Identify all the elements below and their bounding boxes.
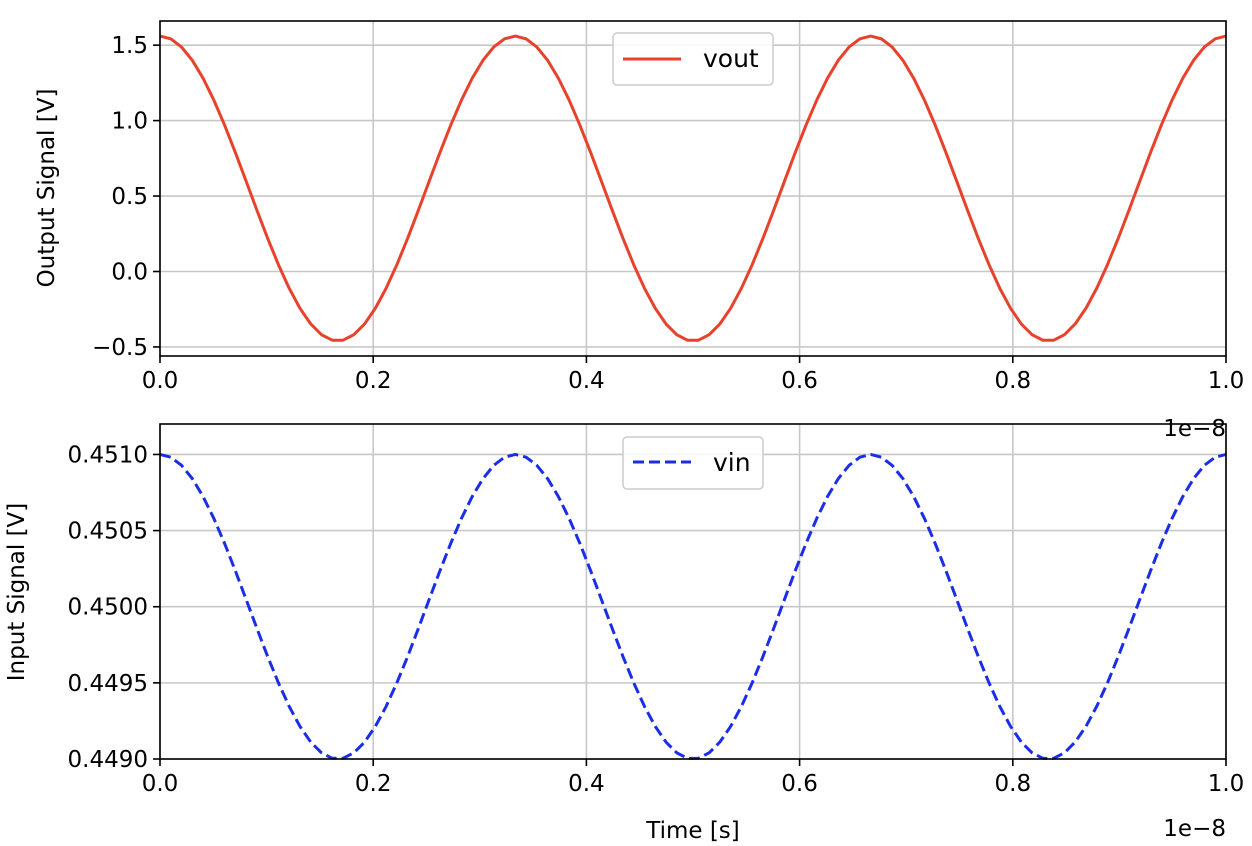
output-x-tick-label: 1.0 bbox=[1208, 368, 1245, 394]
input-x-tick-label: 1.0 bbox=[1208, 771, 1245, 797]
output-axes-frame bbox=[159, 20, 1227, 357]
output-x-tick-label: 0.2 bbox=[355, 368, 392, 394]
output-legend-label: vout bbox=[703, 44, 759, 73]
output-ticks: 0.0 0.2 0.4 0.6 0.8 1.0 −0.5 0.0 0.5 1.0 1.5 bbox=[92, 33, 1244, 394]
output-legend: vout bbox=[612, 32, 774, 86]
input-x-tick-label: 0.2 bbox=[355, 771, 392, 797]
input-legend-box bbox=[622, 436, 764, 490]
output-signal-subplot: 0.0 0.2 0.4 0.6 0.8 1.0 −0.5 0.0 0.5 1.0 1.5 Outpu… bbox=[34, 20, 1244, 442]
input-x-axis-label: Time [s] bbox=[645, 818, 740, 844]
output-y-axis-label: Output Signal [V] bbox=[34, 89, 60, 288]
output-legend-box bbox=[612, 32, 774, 86]
output-series-line-vout bbox=[159, 34, 1227, 342]
output-x-tick-label: 0.4 bbox=[568, 368, 605, 394]
input-x-tick-label: 0.8 bbox=[995, 771, 1032, 797]
output-y-tick-label: 1.5 bbox=[111, 33, 148, 59]
input-legend: vin bbox=[622, 436, 764, 490]
input-y-tick-label: 0.4510 bbox=[68, 442, 148, 468]
output-x-tick-label: 0.6 bbox=[781, 368, 818, 394]
output-y-tick-label: −0.5 bbox=[92, 335, 148, 361]
input-legend-label: vin bbox=[713, 448, 751, 477]
output-y-tick-label: 1.0 bbox=[111, 109, 148, 135]
input-x-offset-label: 1e−8 bbox=[1163, 816, 1226, 842]
input-axes-frame bbox=[159, 423, 1227, 760]
output-y-tick-label: 0.5 bbox=[111, 184, 148, 210]
output-series-layer bbox=[159, 34, 1227, 342]
input-signal-subplot: 0.0 0.2 0.4 0.6 0.8 1.0 0.4490 0.4495 0.4500 0.45… bbox=[4, 423, 1245, 844]
input-y-tick-label: 0.4495 bbox=[68, 671, 148, 697]
output-x-tick-label: 0.0 bbox=[142, 368, 179, 394]
input-ticks: 0.0 0.2 0.4 0.6 0.8 1.0 0.4490 0.4495 0.4500 0.45… bbox=[68, 442, 1245, 797]
input-x-tick-label: 0.4 bbox=[568, 771, 605, 797]
input-y-axis-label: Input Signal [V] bbox=[4, 503, 30, 682]
input-x-tick-label: 0.6 bbox=[781, 771, 818, 797]
output-x-tick-label: 0.8 bbox=[995, 368, 1032, 394]
input-y-tick-label: 0.4505 bbox=[68, 519, 148, 545]
input-y-tick-label: 0.4500 bbox=[68, 595, 148, 621]
input-y-tick-label: 0.4490 bbox=[68, 747, 148, 773]
output-x-offset-label: 1e−8 bbox=[1163, 416, 1226, 442]
input-x-tick-label: 0.0 bbox=[142, 771, 179, 797]
output-y-tick-label: 0.0 bbox=[111, 259, 148, 285]
